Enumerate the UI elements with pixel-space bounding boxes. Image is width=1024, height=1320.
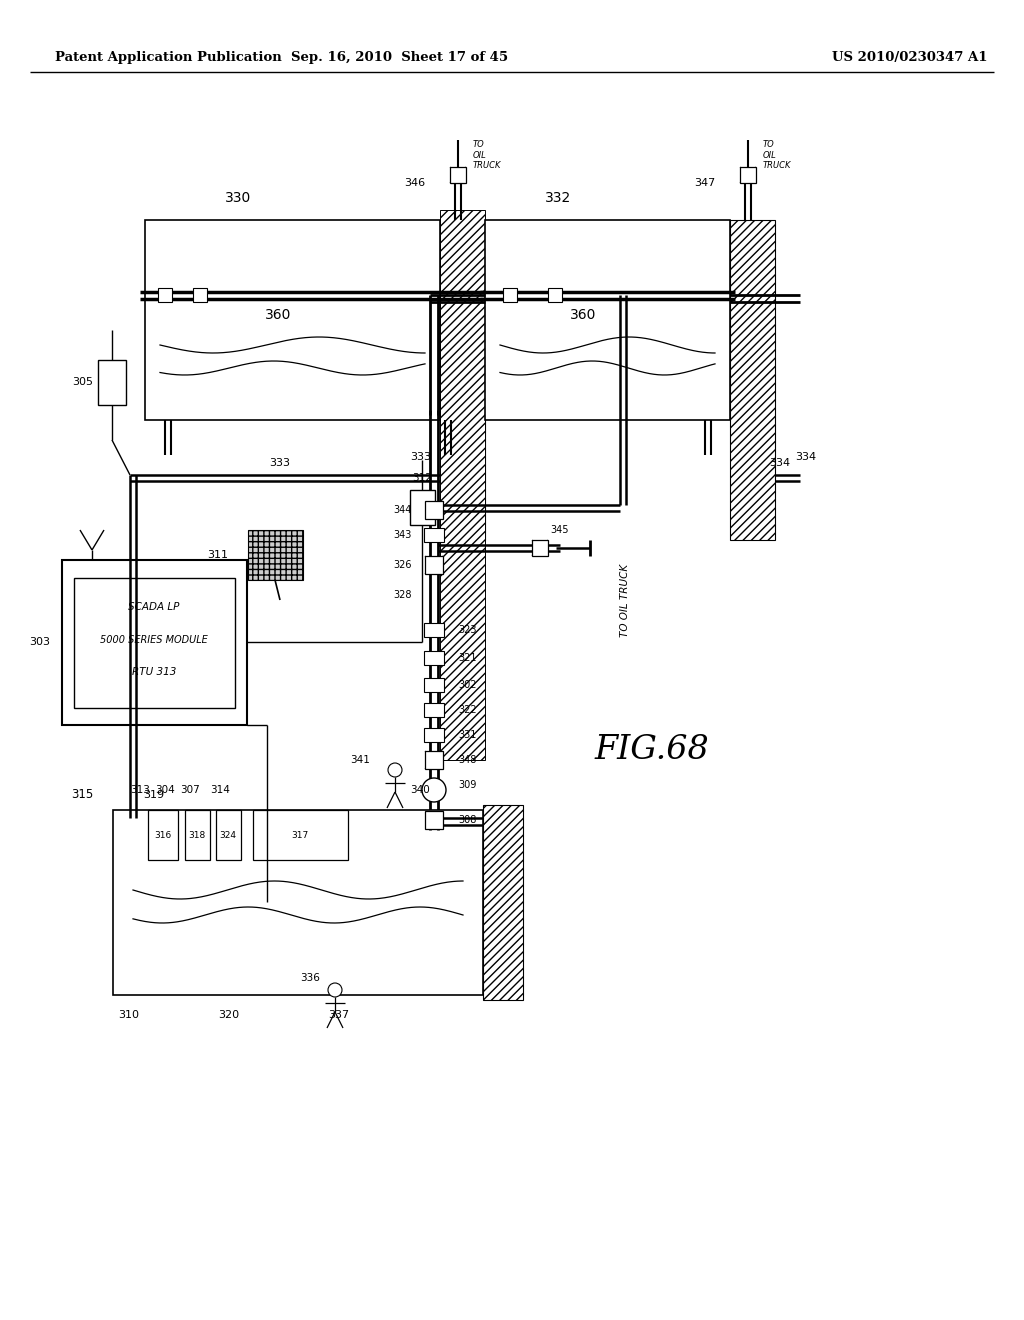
- Bar: [74, 578, 234, 708]
- Bar: [424, 704, 444, 717]
- Text: Sep. 16, 2010  Sheet 17 of 45: Sep. 16, 2010 Sheet 17 of 45: [292, 51, 509, 65]
- Bar: [158, 288, 172, 302]
- Text: 343: 343: [393, 531, 412, 540]
- Text: 344: 344: [393, 506, 412, 515]
- Bar: [425, 810, 443, 829]
- Text: 315: 315: [71, 788, 93, 801]
- Text: 317: 317: [292, 830, 308, 840]
- Text: 345: 345: [551, 525, 569, 535]
- Bar: [424, 678, 444, 692]
- Text: 328: 328: [393, 590, 412, 601]
- Text: 323: 323: [458, 624, 476, 635]
- Circle shape: [328, 983, 342, 997]
- Text: 333: 333: [410, 451, 431, 462]
- Text: 324: 324: [219, 830, 237, 840]
- Text: 334: 334: [769, 458, 790, 469]
- Text: US 2010/0230347 A1: US 2010/0230347 A1: [833, 51, 988, 65]
- Bar: [185, 810, 210, 861]
- Text: 348: 348: [458, 755, 476, 766]
- Bar: [253, 810, 348, 861]
- Bar: [440, 210, 485, 760]
- Bar: [98, 360, 126, 405]
- Text: TO
OIL
TRUCK: TO OIL TRUCK: [473, 140, 502, 170]
- Bar: [113, 810, 483, 995]
- Text: 341: 341: [350, 755, 370, 766]
- Bar: [548, 288, 562, 302]
- Bar: [148, 810, 178, 861]
- Text: 316: 316: [155, 830, 172, 840]
- Bar: [424, 729, 444, 742]
- Bar: [730, 220, 775, 540]
- Text: 307: 307: [180, 785, 200, 795]
- Text: 321: 321: [458, 653, 476, 663]
- Text: 308: 308: [458, 814, 476, 825]
- Text: 302: 302: [458, 680, 476, 690]
- Text: 318: 318: [188, 830, 206, 840]
- Bar: [425, 751, 443, 770]
- Text: 309: 309: [458, 780, 476, 789]
- Bar: [424, 528, 444, 543]
- Text: 360: 360: [570, 308, 596, 322]
- Text: Patent Application Publication: Patent Application Publication: [55, 51, 282, 65]
- Bar: [440, 220, 485, 540]
- Text: 322: 322: [458, 705, 476, 715]
- Bar: [62, 560, 247, 725]
- Text: 310: 310: [118, 1010, 139, 1020]
- Circle shape: [422, 777, 446, 803]
- Text: 347: 347: [693, 178, 715, 187]
- Text: 311: 311: [207, 550, 228, 560]
- Bar: [740, 168, 756, 183]
- Text: 312: 312: [412, 473, 432, 483]
- Text: 320: 320: [218, 1010, 240, 1020]
- Text: TO OIL TRUCK: TO OIL TRUCK: [620, 564, 630, 636]
- Text: SCADA LP: SCADA LP: [128, 602, 179, 612]
- Bar: [425, 556, 443, 574]
- Text: 336: 336: [300, 973, 319, 983]
- Text: 303: 303: [29, 638, 50, 647]
- Bar: [193, 288, 207, 302]
- Bar: [425, 502, 443, 519]
- Text: 5000 SERIES MODULE: 5000 SERIES MODULE: [100, 635, 208, 645]
- Bar: [424, 623, 444, 638]
- Text: 330: 330: [225, 191, 251, 205]
- Text: 360: 360: [265, 308, 292, 322]
- Bar: [248, 531, 303, 579]
- Bar: [483, 805, 523, 1001]
- Text: 314: 314: [210, 785, 229, 795]
- Text: 319: 319: [143, 789, 164, 800]
- Bar: [216, 810, 241, 861]
- Text: 313: 313: [130, 785, 150, 795]
- Bar: [410, 490, 435, 525]
- Bar: [532, 540, 548, 556]
- Text: 346: 346: [403, 178, 425, 187]
- Text: 340: 340: [410, 785, 430, 795]
- Bar: [145, 220, 440, 420]
- Text: 333: 333: [269, 458, 291, 469]
- Bar: [424, 651, 444, 665]
- Text: FIG.68: FIG.68: [595, 734, 710, 766]
- Text: 304: 304: [155, 785, 175, 795]
- Text: 334: 334: [795, 451, 816, 462]
- Text: 331: 331: [458, 730, 476, 741]
- Bar: [503, 288, 517, 302]
- Circle shape: [388, 763, 402, 777]
- Text: TO
OIL
TRUCK: TO OIL TRUCK: [763, 140, 792, 170]
- Text: 305: 305: [72, 378, 93, 387]
- Text: 326: 326: [393, 560, 412, 570]
- Bar: [450, 168, 466, 183]
- Text: RTU 313: RTU 313: [132, 667, 176, 677]
- Text: 337: 337: [328, 1010, 349, 1020]
- Bar: [485, 220, 730, 420]
- Text: 332: 332: [545, 191, 571, 205]
